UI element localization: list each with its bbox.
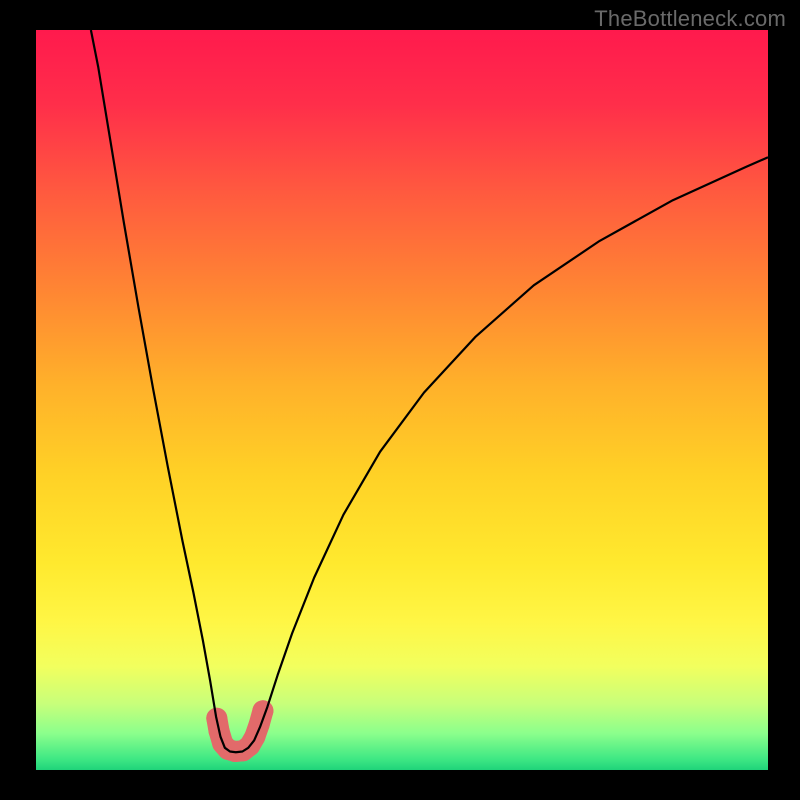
bottleneck-curve-chart: [36, 30, 768, 770]
chart-background: [36, 30, 768, 770]
chart-plot-area: [36, 30, 768, 770]
watermark-text: TheBottleneck.com: [594, 6, 786, 32]
